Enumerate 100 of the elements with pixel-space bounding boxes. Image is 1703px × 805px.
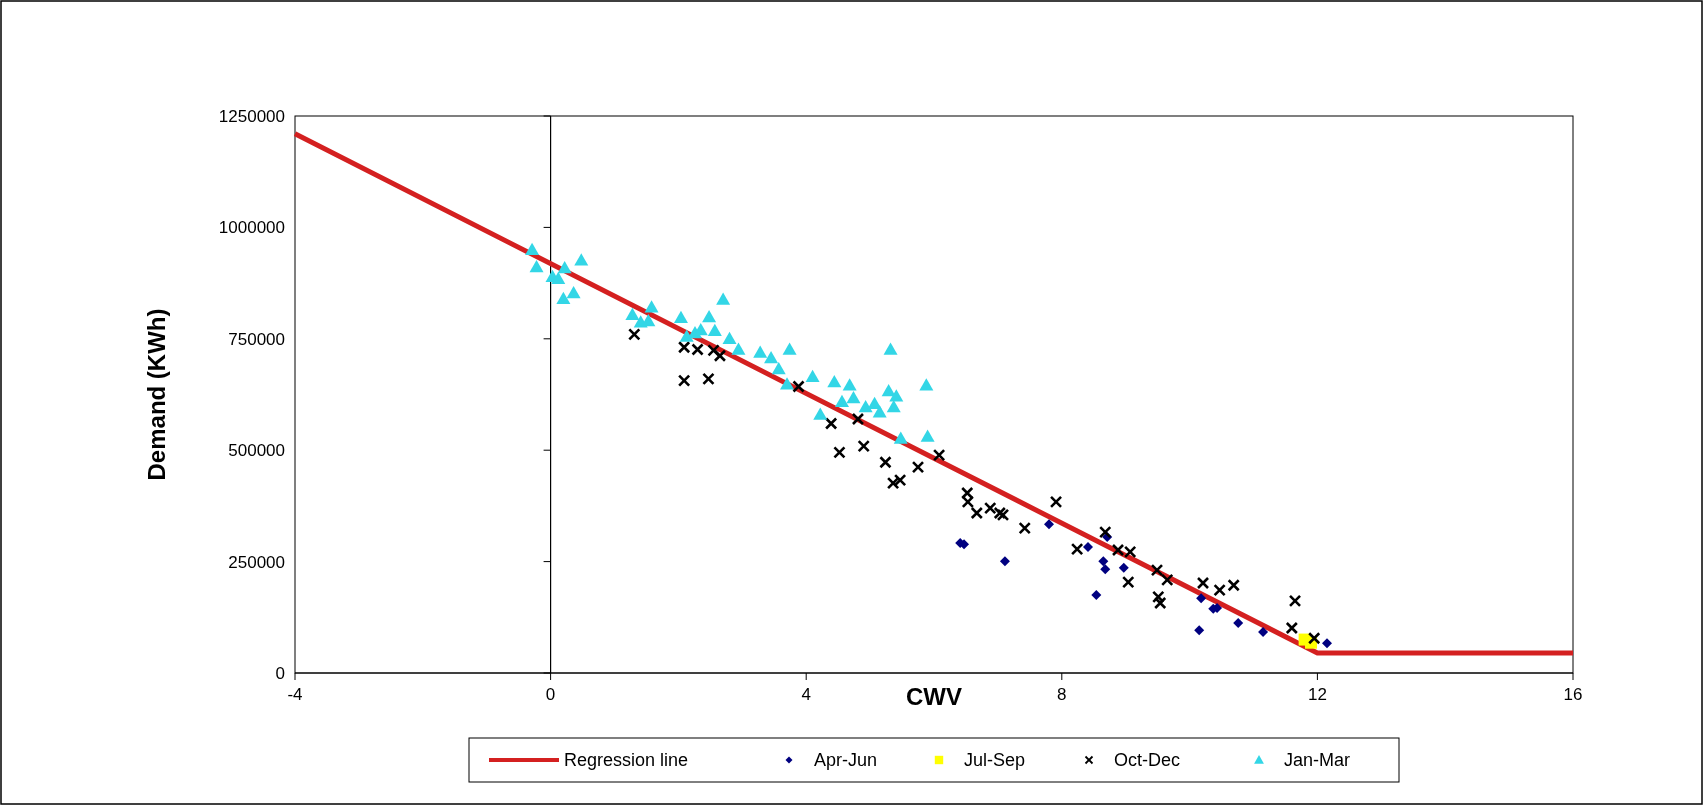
- point: [702, 372, 715, 386]
- y-tick-label: 1250000: [218, 106, 285, 126]
- point: [932, 448, 946, 462]
- point: [1018, 521, 1032, 535]
- point: [834, 394, 849, 407]
- y-tick-label: 750000: [228, 329, 285, 349]
- point: [846, 391, 861, 404]
- point: [824, 417, 838, 430]
- point: [919, 378, 934, 391]
- point: [764, 350, 779, 364]
- point: [713, 349, 727, 363]
- point: [551, 271, 566, 284]
- point: [679, 329, 694, 342]
- point: [707, 344, 720, 357]
- x-tick-label: 12: [1307, 685, 1327, 704]
- point: [1121, 575, 1135, 589]
- legend-label: Apr-Jun: [814, 750, 878, 771]
- point: [753, 345, 768, 358]
- point: [960, 486, 974, 500]
- point: [879, 455, 892, 469]
- x-tick-label: 4: [801, 685, 811, 704]
- point: [1049, 495, 1063, 509]
- y-tick-label: 1000000: [218, 218, 285, 238]
- x-tick-label: 16: [1563, 685, 1583, 704]
- legend-label: Jul-Sep: [964, 750, 1026, 771]
- point: [1233, 618, 1244, 629]
- point: [970, 506, 984, 520]
- point: [983, 501, 997, 515]
- point: [1194, 625, 1205, 636]
- point: [1288, 594, 1302, 608]
- point: [529, 260, 544, 273]
- point: [1285, 621, 1299, 635]
- point: [707, 323, 722, 337]
- point: [722, 331, 737, 345]
- point: [1307, 631, 1321, 645]
- point: [886, 399, 901, 413]
- point: [625, 307, 640, 320]
- point: [857, 439, 871, 453]
- point: [673, 310, 688, 324]
- point: [893, 431, 908, 444]
- point: [999, 556, 1010, 567]
- x-tick-label: 0: [545, 685, 556, 704]
- point: [1070, 542, 1084, 556]
- y-axis-title: Demand (KWh): [143, 308, 170, 481]
- point: [628, 328, 641, 341]
- point: [556, 291, 571, 304]
- point: [881, 383, 896, 397]
- y-tick-label: 500000: [228, 441, 285, 461]
- point: [1196, 593, 1207, 604]
- point: [677, 374, 691, 387]
- point: [889, 389, 904, 402]
- point: [525, 242, 540, 255]
- legend-label: Oct-Dec: [1114, 750, 1181, 771]
- point: [792, 380, 805, 393]
- point: [1150, 563, 1164, 577]
- point: [872, 405, 887, 418]
- point: [1227, 578, 1240, 592]
- point: [780, 377, 795, 390]
- point: [574, 253, 589, 266]
- y-tick-label: 250000: [228, 552, 285, 572]
- point: [1160, 573, 1174, 587]
- point: [771, 362, 786, 375]
- point: [557, 260, 572, 274]
- point: [851, 412, 865, 426]
- point: [1118, 562, 1129, 573]
- x-axis-title: CWV: [906, 683, 962, 710]
- point: [813, 407, 828, 420]
- point: [867, 396, 882, 410]
- point: [961, 495, 975, 509]
- point: [842, 378, 857, 391]
- point: [920, 429, 935, 442]
- point: [1091, 590, 1102, 601]
- point: [1213, 583, 1226, 597]
- point: [833, 446, 846, 459]
- point: [1098, 525, 1112, 539]
- x-tick-label: 8: [1057, 685, 1067, 704]
- point: [911, 460, 925, 474]
- point: [1196, 576, 1210, 590]
- point: [1083, 541, 1093, 552]
- legend-label: Jan-Mar: [1284, 750, 1351, 771]
- x-tick-label: -4: [287, 685, 303, 704]
- point: [566, 285, 581, 299]
- point: [827, 375, 842, 388]
- legend-label: Regression line: [564, 750, 689, 771]
- point: [716, 292, 731, 305]
- point: [1151, 590, 1165, 604]
- point: [1153, 596, 1167, 610]
- point: [731, 342, 746, 355]
- point: [1100, 564, 1111, 575]
- point: [1044, 519, 1055, 530]
- point: [702, 309, 717, 323]
- point: [644, 300, 659, 313]
- point: [805, 369, 820, 382]
- point: [1098, 556, 1109, 567]
- point: [858, 399, 873, 413]
- point: [782, 342, 797, 355]
- point: [1321, 638, 1332, 649]
- y-tick-label: 0: [275, 663, 285, 683]
- point: [1258, 627, 1269, 637]
- point: [883, 342, 898, 355]
